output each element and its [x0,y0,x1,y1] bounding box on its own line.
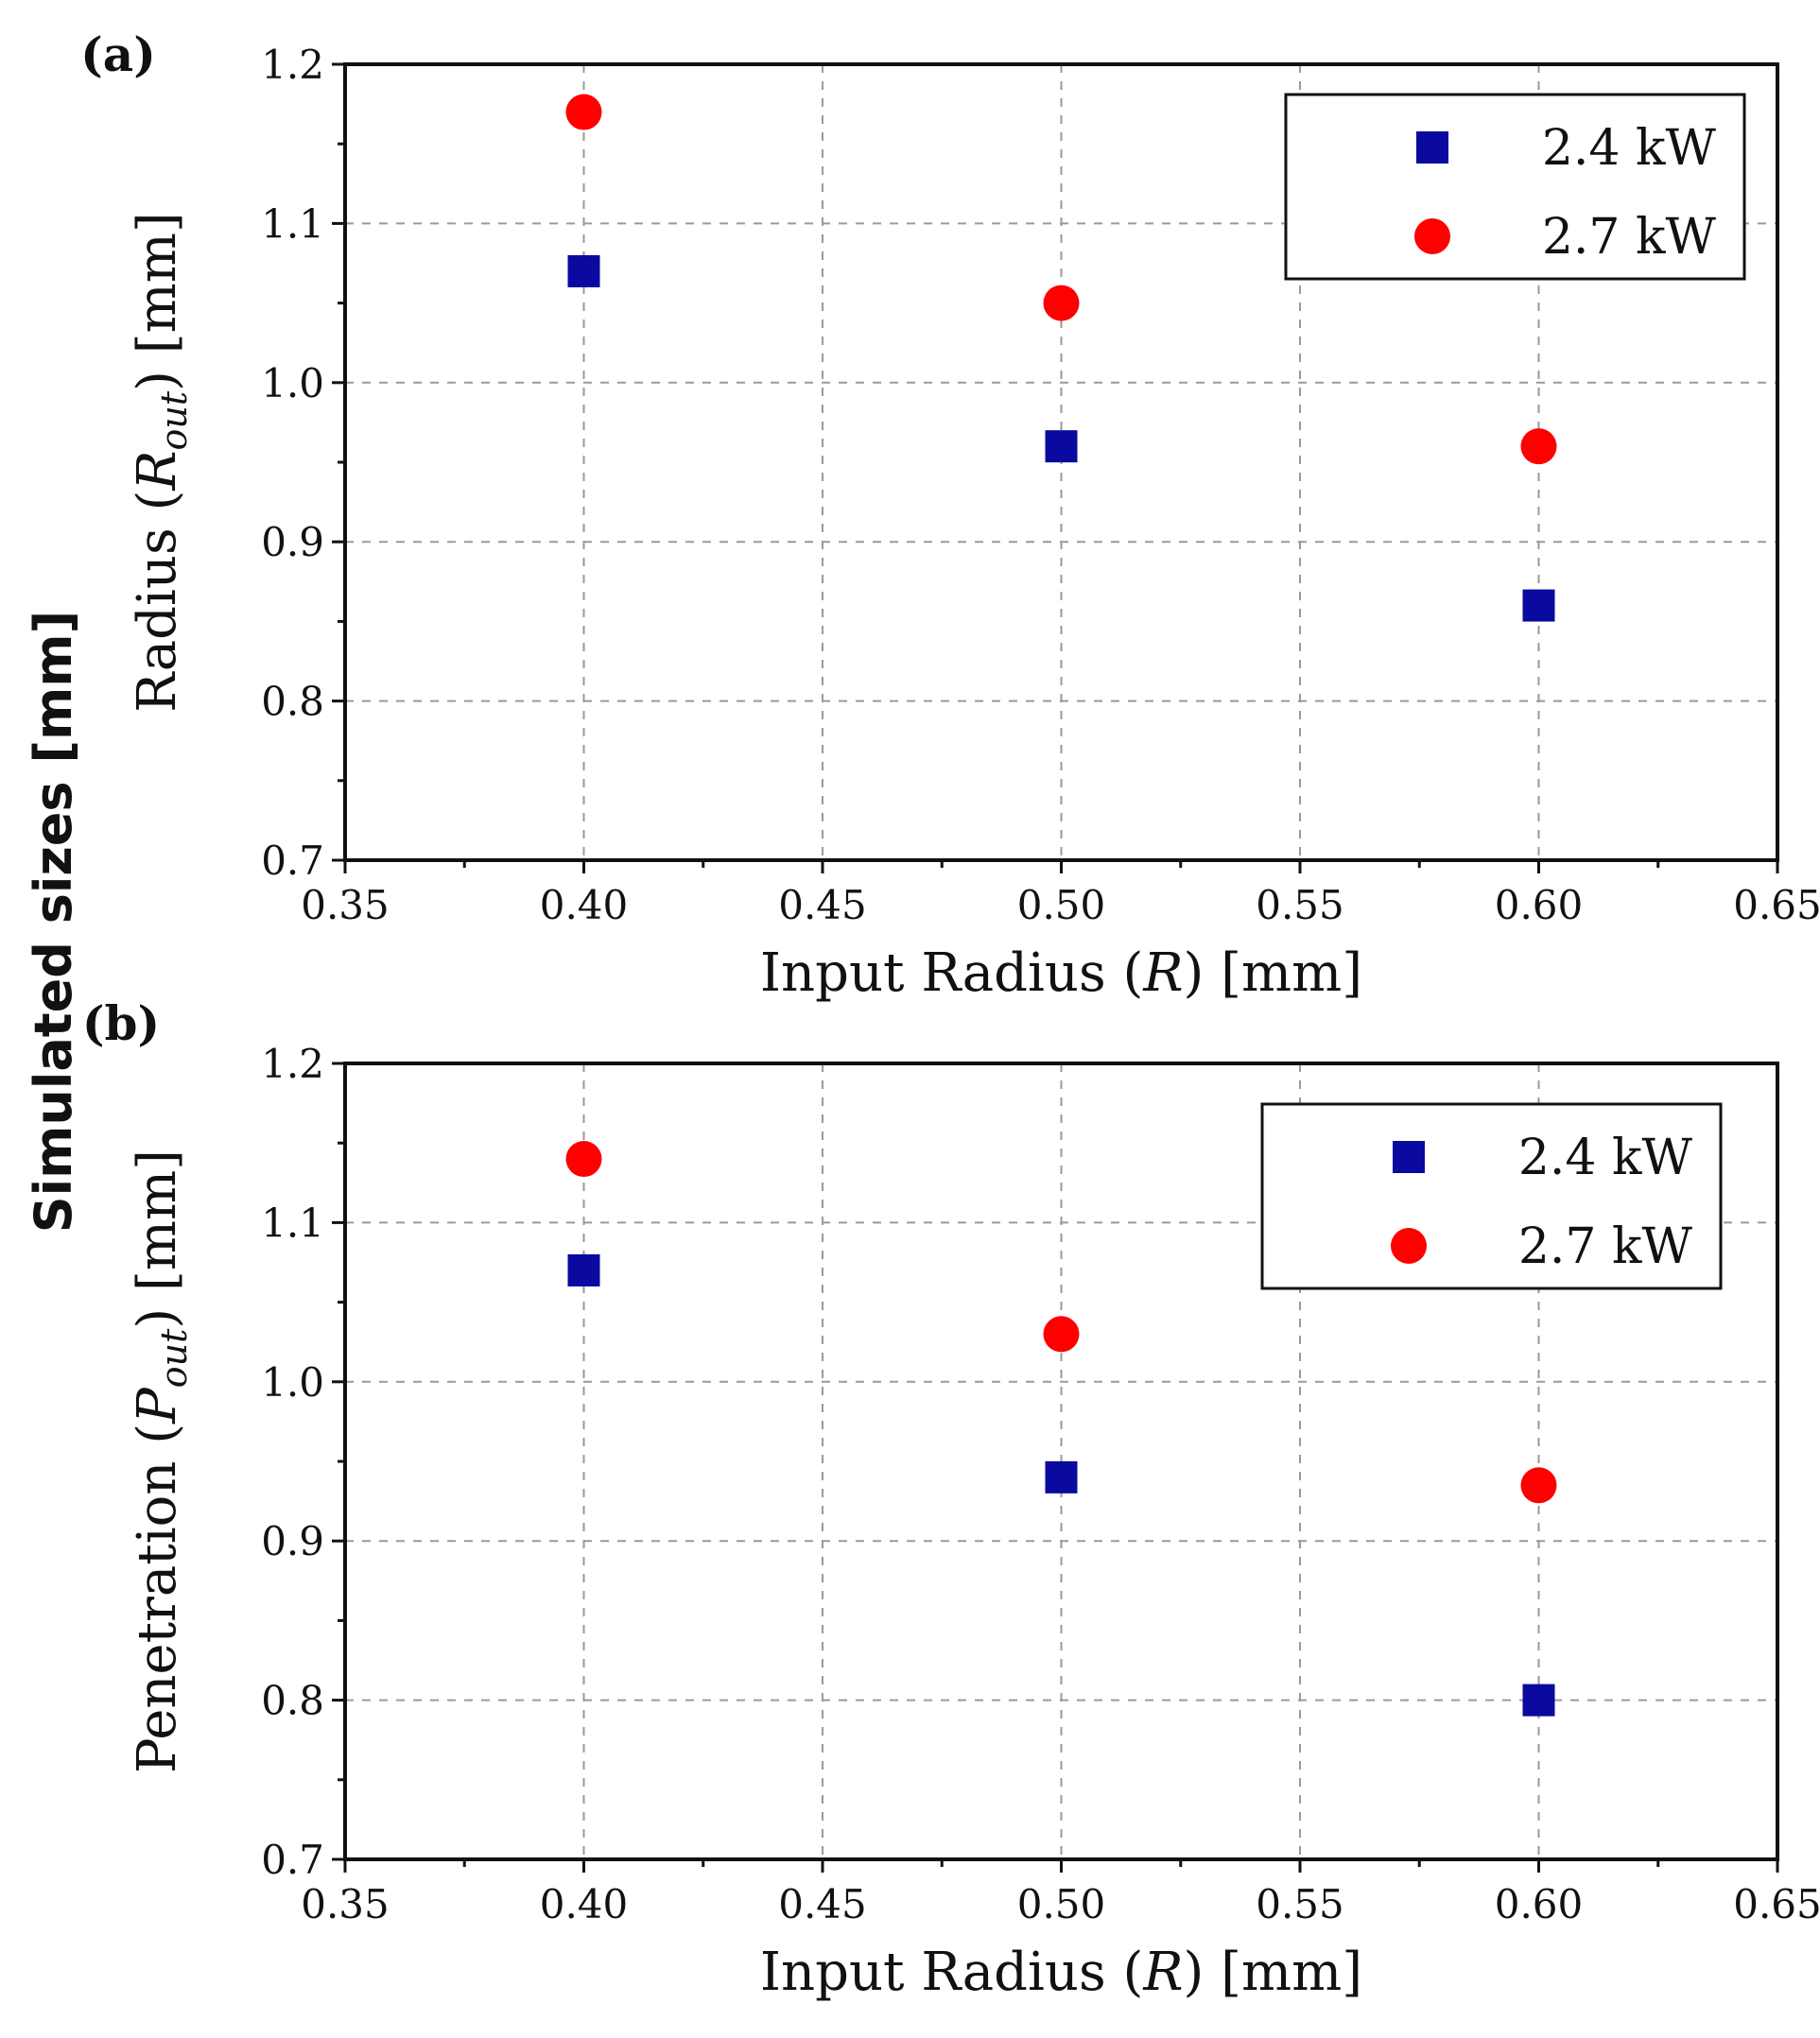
legend-label: 2.7 kW [1518,1218,1693,1275]
legend-label: 2.4 kW [1542,120,1717,177]
y-tick-label: 0.8 [261,679,324,725]
data-point-2-4-kW [567,254,600,287]
y-axis-title-subscript: out [153,390,195,450]
y-axis-title: Radius (Rout) [mm] [127,212,195,712]
data-point-2-7-kW [1043,1316,1080,1353]
x-tick-label: 0.60 [1495,882,1584,928]
x-axis-title-prefix: Input Radius ( [760,942,1143,1004]
x-tick-label: 0.35 [301,1881,390,1927]
legend-marker-circle [1414,218,1450,254]
data-point-2-4-kW [1522,589,1555,622]
x-tick-label: 0.50 [1017,1881,1106,1927]
legend-marker-square [1416,131,1448,164]
data-point-2-7-kW [565,94,602,130]
data-point-2-4-kW [1045,430,1078,463]
data-point-2-4-kW [567,1253,600,1287]
y-tick-label: 1.2 [261,42,324,88]
y-axis-title-suffix: ) [mm] [127,212,188,391]
x-axis-title-prefix: Input Radius ( [760,1942,1143,2003]
chart-panel-a: 0.35 0.40 0.45 0.50 0.55 0.60 0.65 0.7 0.8 0.9 1.0… [80,26,1820,1004]
y-tick-label: 1.0 [261,1359,324,1406]
data-point-2-7-kW [1520,428,1557,465]
x-axis-title-suffix: ) [mm] [1184,1942,1363,2003]
y-axis-title-var: R [127,450,188,491]
x-axis-title-suffix: ) [mm] [1184,942,1363,1004]
x-tick-label: 0.40 [540,882,629,928]
legend-label: 2.7 kW [1542,209,1717,266]
y-tick-label: 0.9 [261,519,324,565]
x-axis-title: Input Radius (R) [mm] [760,1942,1362,2003]
data-point-2-4-kW [1522,1684,1555,1717]
legend-marker-circle [1391,1228,1427,1264]
x-axis-title-var: R [1142,1942,1183,2003]
y-tick-label: 1.1 [261,200,324,247]
x-tick-label: 0.45 [778,1881,867,1927]
legend-marker-square [1393,1141,1425,1173]
panel-label: (a) [80,26,156,82]
y-tick-label: 0.9 [261,1518,324,1564]
legend-box [1260,1102,1723,1290]
data-point-2-7-kW [1043,285,1080,321]
y-axis-title-prefix: Penetration ( [127,1424,188,1773]
shared-y-axis-title: Simulated sizes [mm] [24,611,83,1234]
legend: 2.4 kW 2.7 kW [1284,93,1746,281]
x-tick-label: 0.55 [1256,882,1344,928]
x-tick-label: 0.60 [1495,1881,1584,1927]
legend-box [1284,93,1746,281]
chart-panel-b: 0.35 0.40 0.45 0.50 0.55 0.60 0.65 0.7 0.8 0.9 1.0… [82,995,1820,2003]
x-tick-label: 0.50 [1017,882,1106,928]
x-tick-label: 0.40 [540,1881,629,1927]
y-axis-title-var: P [127,1387,188,1425]
x-tick-label: 0.65 [1733,1881,1820,1927]
y-axis-title-suffix: ) [mm] [127,1149,188,1329]
y-tick-label: 0.7 [261,838,324,884]
x-tick-label: 0.55 [1256,1881,1344,1927]
y-axis-title-prefix: Radius ( [127,491,188,713]
panel-label: (b) [82,995,160,1051]
y-tick-label: 1.1 [261,1200,324,1246]
x-tick-label: 0.35 [301,882,390,928]
y-tick-label: 1.2 [261,1041,324,1087]
y-tick-label: 0.7 [261,1837,324,1883]
x-tick-label: 0.45 [778,882,867,928]
data-point-2-7-kW [1520,1467,1557,1504]
x-axis-title: Input Radius (R) [mm] [760,942,1362,1004]
legend-label: 2.4 kW [1518,1130,1693,1186]
y-axis-title: Penetration (Pout) [mm] [127,1149,195,1773]
y-tick-label: 0.8 [261,1678,324,1724]
y-axis-title-subscript: out [153,1328,195,1388]
x-tick-label: 0.65 [1733,882,1820,928]
y-tick-label: 1.0 [261,360,324,406]
data-point-2-7-kW [565,1141,602,1178]
data-point-2-4-kW [1045,1460,1078,1494]
x-axis-title-var: R [1142,942,1183,1004]
legend: 2.4 kW 2.7 kW [1260,1102,1723,1290]
